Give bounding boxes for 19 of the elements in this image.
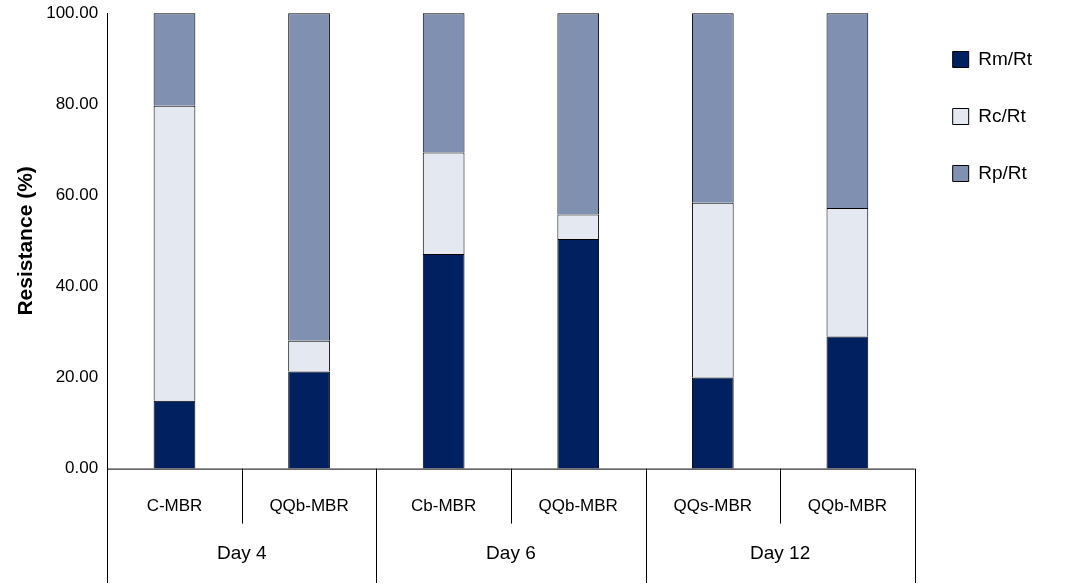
y-tick-label: 80.00 [55, 93, 99, 113]
x-tick-label: QQb-MBR [269, 496, 349, 516]
x-tick-label: QQb-MBR [538, 496, 618, 516]
text: Day 4 [216, 541, 268, 563]
y-tick-label: 40.00 [55, 276, 99, 296]
text: Day 6 [486, 541, 536, 563]
y-tick-label: 100.00 [46, 2, 99, 22]
y-tick-label: 20.00 [55, 367, 99, 387]
y-tick-label: 60.00 [55, 185, 99, 205]
text: Day 12 [749, 541, 811, 563]
x-tick-label: Cb-MBR [411, 496, 477, 516]
legend-label: Rm/Rt [978, 47, 1033, 69]
legend-label: Rp/Rt [978, 161, 1028, 183]
x-tick-label: QQs-MBR [673, 496, 752, 516]
legend-label: Rc/Rt [978, 104, 1027, 126]
y-tick-label: 0.00 [65, 458, 99, 478]
x-tick-label: QQb-MBR [807, 496, 888, 516]
y-axis-title: Resistance (%) [13, 166, 37, 316]
x-tick-label: C-MBR [146, 496, 203, 516]
